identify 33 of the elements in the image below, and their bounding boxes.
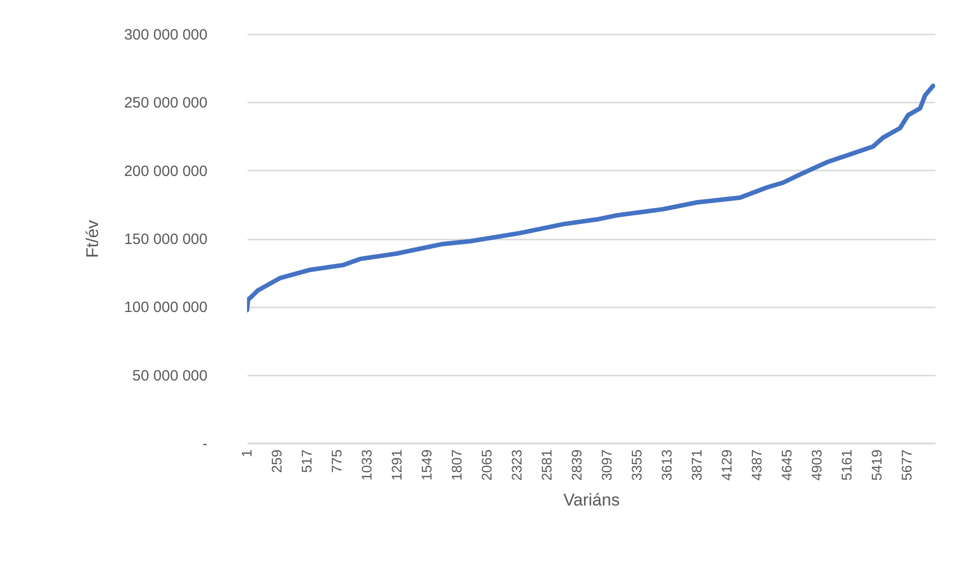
- y-tick-label: 100 000 000: [124, 299, 208, 316]
- x-tick-label: 1: [238, 449, 254, 458]
- x-tick-label: 5677: [898, 449, 915, 481]
- x-tick-label: 2839: [568, 449, 585, 481]
- x-tick-label: 3097: [598, 449, 615, 481]
- x-tick-label: 1549: [418, 449, 435, 481]
- x-tick-label: 1291: [388, 449, 405, 481]
- y-axis-title: Ft/év: [83, 220, 102, 258]
- x-tick-label: 4645: [778, 449, 795, 481]
- y-tick-label: 250 000 000: [124, 94, 208, 112]
- y-tick-label: 200 000 000: [124, 162, 208, 180]
- x-tick-label: 3613: [658, 449, 675, 481]
- x-tick-label: 2323: [508, 449, 525, 481]
- x-tick-label: 2065: [478, 449, 495, 481]
- x-tick-label: 259: [268, 449, 285, 473]
- x-axis-title: Variáns: [563, 490, 620, 510]
- y-tick-label: 150 000 000: [124, 231, 208, 248]
- x-tick-label: 3355: [628, 449, 645, 481]
- x-tick-label: 517: [298, 449, 315, 473]
- y-tick-label: 300 000 000: [124, 26, 208, 44]
- y-tick-label: 50 000 000: [132, 367, 208, 384]
- x-tick-label: 5419: [868, 449, 885, 481]
- x-tick-label: 775: [328, 449, 345, 473]
- x-tick-label: 1033: [358, 449, 375, 481]
- x-tick-label: 2581: [538, 449, 555, 481]
- x-tick-label: 4387: [748, 449, 765, 481]
- line-series: [247, 84, 935, 312]
- x-tick-label: 5161: [838, 449, 855, 481]
- x-tick-label: 4903: [808, 449, 825, 481]
- x-tick-label: 4129: [718, 449, 735, 481]
- y-tick-label: -: [202, 436, 208, 452]
- x-tick-label: 1807: [448, 449, 465, 481]
- x-tick-label: 3871: [688, 449, 705, 481]
